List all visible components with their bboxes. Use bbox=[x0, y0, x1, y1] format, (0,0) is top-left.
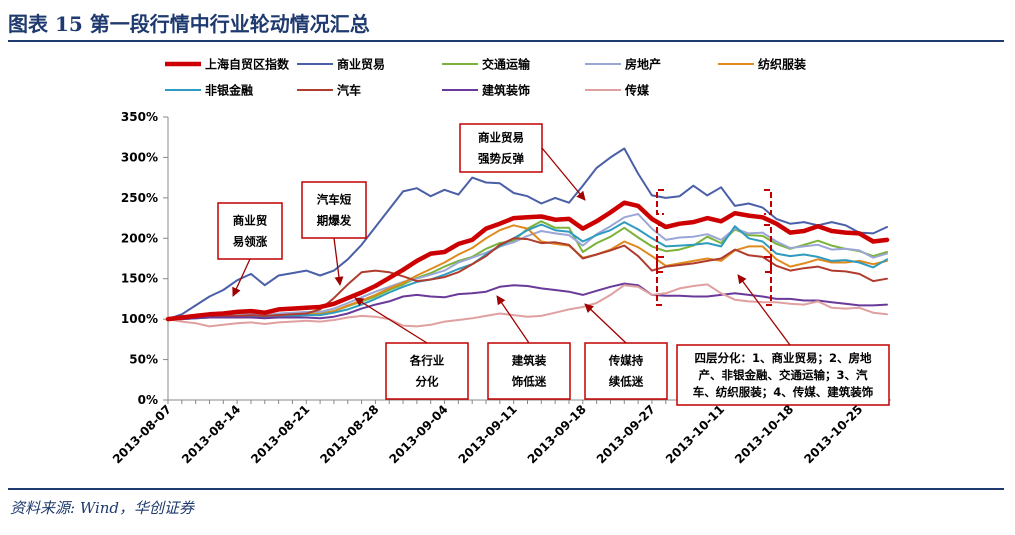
annotation-arrow bbox=[584, 303, 627, 344]
series-line-7 bbox=[167, 282, 888, 321]
y-tick-label: 200% bbox=[121, 231, 158, 245]
divergence-bracket bbox=[656, 224, 664, 273]
x-tick-label: 2013-09-04 bbox=[386, 402, 450, 466]
series-line-3 bbox=[167, 213, 888, 321]
x-tick-label: 2013-09-18 bbox=[525, 402, 589, 466]
annotation-text: 商业贸 bbox=[233, 214, 268, 228]
annotation-text: 建筑装 bbox=[512, 354, 547, 368]
annotation-text: 产、非银金融、交通运输；3、汽 bbox=[699, 368, 869, 382]
legend-label: 商业贸易 bbox=[337, 57, 385, 72]
legend-label: 房地产 bbox=[625, 57, 661, 72]
divergence-bracket bbox=[764, 189, 772, 215]
annotation-text: 续低迷 bbox=[609, 375, 644, 389]
series-lines bbox=[165, 147, 890, 328]
divergence-bracket bbox=[656, 189, 664, 215]
source-note: 资料来源: Wind，华创证券 bbox=[10, 499, 195, 517]
series-line-6 bbox=[167, 237, 888, 321]
x-axis-ticks: 2013-08-07 2013-08-14 2013-08-21 2013-08-28… bbox=[110, 400, 888, 466]
annotation-arrow bbox=[496, 295, 530, 344]
divergence-bracket bbox=[656, 256, 664, 306]
annotation-arrow bbox=[354, 297, 428, 344]
x-tick-label: 2013-09-11 bbox=[456, 402, 520, 466]
legend-label: 传媒 bbox=[624, 83, 650, 98]
annotation-text: 商业贸易 bbox=[478, 131, 524, 145]
x-tick-label: 2013-10-25 bbox=[801, 402, 865, 466]
x-tick-label: 2013-10-11 bbox=[663, 402, 727, 466]
series-line-0 bbox=[165, 200, 890, 322]
figure-header: 图表 15 第一段行情中行业轮动情况汇总 bbox=[8, 8, 1004, 40]
top-rule bbox=[8, 40, 1004, 42]
annotation-text: 各行业 bbox=[409, 354, 445, 368]
annotation-box bbox=[301, 181, 367, 239]
y-axis-ticks: 0% 50% 100% 150% 200% 250% 300% 350% bbox=[121, 110, 168, 407]
series-line-5 bbox=[167, 221, 888, 321]
y-tick-label: 350% bbox=[121, 110, 158, 124]
figure-title: 图表 15 第一段行情中行业轮动情况汇总 bbox=[8, 12, 370, 36]
legend-label: 纺织服装 bbox=[758, 57, 806, 72]
x-tick-label: 2013-08-14 bbox=[179, 402, 243, 466]
annotation-text: 传媒持 bbox=[608, 354, 644, 368]
y-tick-label: 100% bbox=[121, 312, 158, 326]
annotation-box bbox=[385, 342, 469, 400]
x-tick-label: 2013-10-18 bbox=[732, 402, 796, 466]
annotation-box bbox=[584, 342, 668, 400]
annotation-arrow bbox=[737, 274, 791, 346]
annotation-arrow bbox=[232, 258, 251, 297]
annotation-box bbox=[676, 344, 890, 406]
annotation-text: 分化 bbox=[416, 375, 439, 389]
x-tick-label: 2013-08-28 bbox=[317, 402, 381, 466]
legend-label: 建筑装饰 bbox=[481, 83, 530, 98]
annotation-text: 饰低迷 bbox=[512, 375, 547, 389]
legend-label: 上海自贸区指数 bbox=[205, 57, 290, 72]
series-line-8 bbox=[167, 283, 888, 328]
series-line-1 bbox=[167, 147, 888, 321]
legend-label: 交通运输 bbox=[482, 57, 531, 72]
y-tick-label: 250% bbox=[121, 191, 158, 205]
annotation-arrow bbox=[541, 147, 586, 201]
y-tick-label: 150% bbox=[121, 272, 158, 286]
annotation-text: 易领涨 bbox=[233, 235, 268, 249]
legend-label: 非银金融 bbox=[205, 83, 253, 98]
x-tick-label: 2013-08-21 bbox=[248, 402, 312, 466]
annotation-text: 车、纺织服装；4、传媒、建筑装饰 bbox=[693, 385, 874, 399]
divergence-bracket bbox=[764, 224, 772, 273]
divergence-bracket bbox=[764, 256, 772, 306]
annotation-arrow bbox=[333, 237, 344, 286]
legend-label: 汽车 bbox=[337, 83, 361, 98]
y-tick-label: 50% bbox=[129, 353, 158, 367]
annotation-text: 四层分化：1、商业贸易；2、房地 bbox=[694, 351, 872, 365]
annotation-text: 期爆发 bbox=[317, 214, 352, 228]
annotation-box bbox=[487, 342, 571, 400]
x-tick-label: 2013-08-07 bbox=[110, 402, 174, 466]
annotation-text: 强势反弹 bbox=[478, 152, 524, 166]
x-tick-label: 2013-09-27 bbox=[594, 402, 658, 466]
y-tick-label: 300% bbox=[121, 150, 158, 164]
annotation-box bbox=[217, 202, 283, 260]
y-tick-label: 0% bbox=[138, 393, 158, 407]
bottom-rule bbox=[8, 488, 1004, 490]
annotation-text: 汽车短 bbox=[317, 193, 352, 207]
